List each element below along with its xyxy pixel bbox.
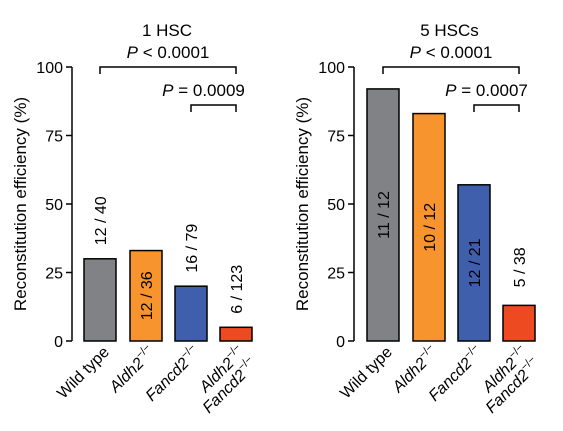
bar-data-label: 11 / 12	[376, 191, 393, 239]
bar	[174, 285, 208, 342]
bar	[412, 112, 446, 342]
y-tick-label: 75	[45, 129, 63, 146]
bar	[366, 88, 400, 342]
p-value-label: P < 0.0001	[410, 43, 493, 62]
p-value-label: P = 0.0007	[445, 81, 528, 100]
x-tick-label: Wild type	[337, 344, 396, 403]
y-axis-label: Reconstitution efficiency (%)	[293, 97, 312, 311]
y-tick-label: 0	[336, 334, 345, 351]
bar-data-label: 6 / 123	[229, 265, 246, 314]
bar-data-label: 10 / 12	[422, 203, 439, 252]
chart-panel-1-hsc: 1 HSC Reconstitution efficiency (%) 0 25 50 7…	[11, 21, 255, 417]
chart-panel-5-hscs: 5 HSCs Reconstitution efficiency (%) 0 25 50…	[293, 21, 538, 417]
bar-data-label: 16 / 79	[184, 224, 201, 273]
bar-data-label: 12 / 36	[139, 271, 156, 320]
chart-title: 1 HSC	[142, 21, 192, 40]
y-tick-label: 0	[54, 334, 63, 351]
significance-bracket	[99, 66, 237, 74]
y-tick-label: 75	[327, 129, 345, 146]
y-tick-label: 50	[45, 197, 63, 214]
p-value-label: P = 0.0009	[162, 81, 245, 100]
significance-bracket	[382, 66, 520, 74]
y-tick-label: 25	[327, 266, 345, 283]
bar-data-label: 5 / 38	[512, 247, 529, 287]
chart-title: 5 HSCs	[420, 21, 479, 40]
p-value-label: P < 0.0001	[127, 43, 210, 62]
bar	[83, 258, 117, 342]
bar	[502, 304, 536, 342]
x-tick-label: Wild type	[54, 344, 113, 403]
y-tick-label: 100	[36, 60, 63, 77]
y-axis-label: Reconstitution efficiency (%)	[11, 97, 30, 311]
significance-bracket	[473, 104, 520, 112]
bar	[457, 184, 491, 342]
bar-data-label: 12 / 40	[93, 196, 110, 245]
significance-bracket	[190, 104, 237, 112]
bar	[219, 326, 253, 342]
bar-data-label: 12 / 21	[467, 238, 484, 287]
y-tick-label: 50	[327, 197, 345, 214]
bar	[129, 249, 163, 342]
y-tick-label: 100	[318, 60, 345, 77]
y-tick-label: 25	[45, 266, 63, 283]
